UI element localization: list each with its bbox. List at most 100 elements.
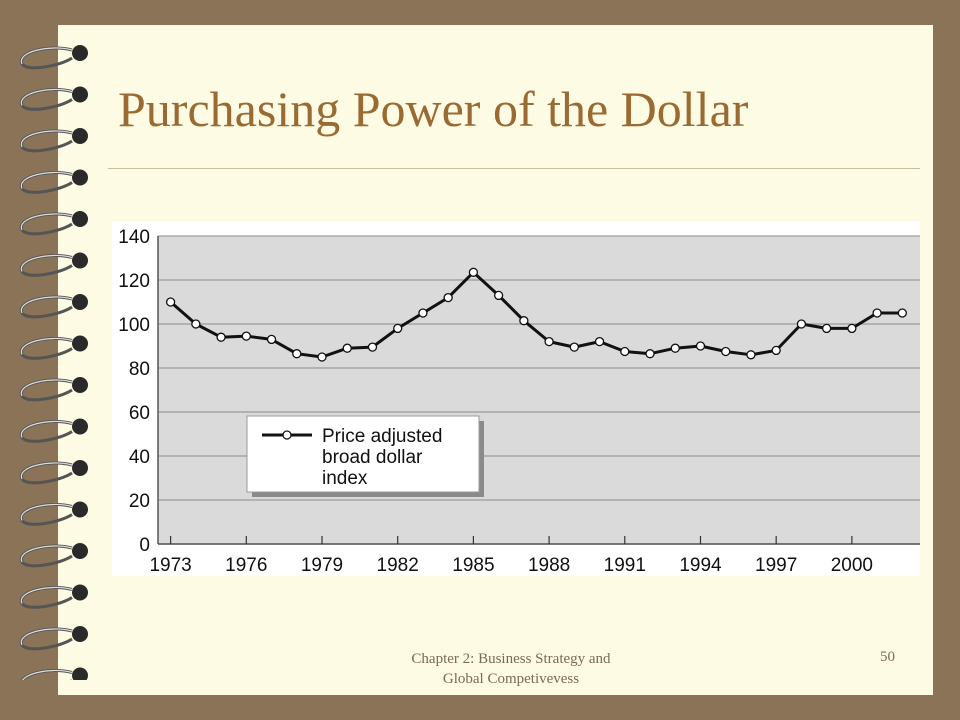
series-line xyxy=(169,270,903,359)
y-tick-label: 20 xyxy=(129,491,150,512)
data-point xyxy=(847,323,857,334)
ring-hole xyxy=(72,86,88,103)
spiral-ring xyxy=(19,169,88,194)
spiral-ring xyxy=(19,294,88,319)
ring-wire xyxy=(19,212,73,236)
ring-hole xyxy=(72,377,88,393)
ring-wire xyxy=(19,378,73,402)
data-point xyxy=(872,308,882,318)
ring-hole xyxy=(72,335,88,352)
title-divider xyxy=(108,168,920,169)
data-point xyxy=(796,319,807,329)
ring-hole xyxy=(72,128,88,144)
x-tick-label: 1982 xyxy=(377,555,419,576)
ring-wire xyxy=(19,419,73,443)
x-tick-label: 1997 xyxy=(755,555,797,576)
ring-hole xyxy=(72,667,88,680)
page-number: 50 xyxy=(880,649,895,665)
ring-wire xyxy=(19,170,73,194)
ring-wire xyxy=(19,295,73,319)
ring-highlight xyxy=(20,88,73,106)
ring-highlight xyxy=(20,254,73,272)
ring-highlight xyxy=(20,586,73,604)
ring-highlight xyxy=(20,462,73,480)
data-point xyxy=(393,323,403,334)
slide-footer: Chapter 2: Business Strategy and Global … xyxy=(380,649,642,689)
data-point xyxy=(165,297,176,307)
spiral-ring xyxy=(19,626,88,651)
data-point xyxy=(821,323,832,334)
legend-box xyxy=(246,415,480,493)
ring-hole xyxy=(72,543,88,559)
data-point xyxy=(594,336,605,347)
spiral-ring xyxy=(19,543,88,568)
y-tick-label: 120 xyxy=(118,271,150,292)
y-tick-label: 60 xyxy=(129,403,150,424)
data-point xyxy=(367,342,378,352)
ring-wire xyxy=(19,253,73,277)
ring-highlight xyxy=(20,296,73,314)
legend-label: Price adjusted xyxy=(322,426,442,447)
y-tick-label: 40 xyxy=(129,447,150,468)
ring-highlight xyxy=(20,545,73,563)
data-point xyxy=(746,350,756,360)
ring-hole xyxy=(72,169,88,186)
spiral-ring xyxy=(19,211,88,236)
line-chart: 0 20 40 60 80 100 120 140 1973 1976 1979 1982 1985 19… xyxy=(112,222,920,576)
ring-wire xyxy=(19,46,73,70)
ring-wire xyxy=(19,129,73,153)
ring-hole xyxy=(72,418,88,435)
ring-highlight xyxy=(22,669,73,680)
y-tick-label: 100 xyxy=(118,315,150,336)
spiral-ring xyxy=(19,86,88,111)
ring-wire xyxy=(19,585,73,609)
slide-title: Purchasing Power of the Dollar xyxy=(118,81,749,137)
data-point xyxy=(695,341,706,351)
spiral-ring xyxy=(19,460,88,485)
data-point xyxy=(645,349,655,359)
ring-highlight xyxy=(20,130,73,148)
data-point xyxy=(771,345,781,356)
data-point xyxy=(493,290,504,301)
ring-hole xyxy=(72,584,88,601)
x-tick-label: 2000 xyxy=(831,555,873,576)
data-point xyxy=(292,349,302,359)
x-tick-label: 1979 xyxy=(301,555,343,576)
data-point xyxy=(569,342,579,352)
ring-highlight xyxy=(20,503,73,521)
ring-hole xyxy=(72,460,88,476)
footer-line-1: Chapter 2: Business Strategy and xyxy=(411,651,611,667)
ring-wire xyxy=(19,461,73,485)
x-tick-label: 1991 xyxy=(604,555,646,576)
data-point xyxy=(544,336,554,347)
ring-highlight xyxy=(20,47,73,65)
legend-label: index xyxy=(322,468,368,489)
data-point xyxy=(519,316,529,326)
y-tick-label: 140 xyxy=(118,227,150,248)
spiral-ring xyxy=(19,252,88,277)
ring-hole xyxy=(72,45,88,61)
spiral-ring xyxy=(19,335,88,360)
spiral-ring xyxy=(19,418,88,443)
data-point xyxy=(721,346,731,357)
ring-wire xyxy=(19,336,73,360)
spiral-ring xyxy=(19,128,88,153)
x-tick-label: 1994 xyxy=(679,555,722,576)
data-point xyxy=(191,319,201,329)
data-point xyxy=(418,308,428,318)
data-point xyxy=(897,308,907,318)
ring-highlight xyxy=(20,379,73,397)
spiral-ring xyxy=(19,377,88,402)
ring-highlight xyxy=(20,337,73,355)
ring-wire xyxy=(19,544,73,568)
spiral-binding xyxy=(19,45,88,680)
plot-area xyxy=(158,236,920,544)
legend-label: broad dollar xyxy=(322,447,423,468)
ring-highlight xyxy=(20,213,73,231)
spiral-ring xyxy=(19,501,88,526)
ring-wire xyxy=(19,502,73,526)
ring-highlight xyxy=(20,171,73,189)
ring-hole xyxy=(72,252,88,269)
ring-highlight xyxy=(20,420,73,438)
